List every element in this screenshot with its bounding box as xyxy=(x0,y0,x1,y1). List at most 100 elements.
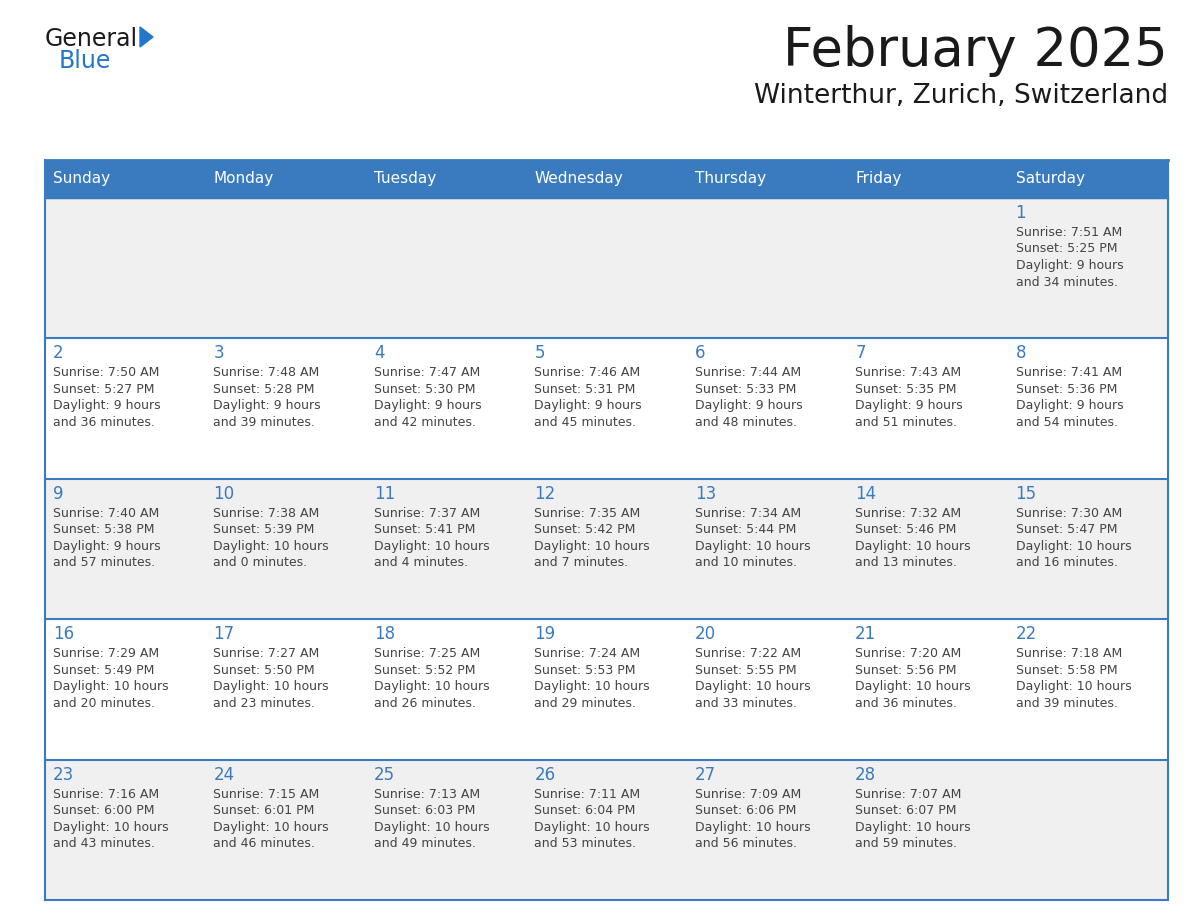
Text: Daylight: 10 hours: Daylight: 10 hours xyxy=(374,680,489,693)
Text: and 29 minutes.: and 29 minutes. xyxy=(535,697,636,710)
Bar xyxy=(847,479,1007,620)
Text: 27: 27 xyxy=(695,766,716,784)
Text: Sunrise: 7:29 AM: Sunrise: 7:29 AM xyxy=(53,647,159,660)
Text: Daylight: 10 hours: Daylight: 10 hours xyxy=(855,680,971,693)
Text: 28: 28 xyxy=(855,766,877,784)
Text: and 42 minutes.: and 42 minutes. xyxy=(374,416,475,429)
Bar xyxy=(526,620,687,759)
Text: 23: 23 xyxy=(53,766,74,784)
Bar xyxy=(45,160,206,198)
Text: 25: 25 xyxy=(374,766,394,784)
Text: Sunrise: 7:15 AM: Sunrise: 7:15 AM xyxy=(214,788,320,800)
Text: Daylight: 9 hours: Daylight: 9 hours xyxy=(1016,259,1123,272)
Text: 11: 11 xyxy=(374,485,396,503)
Text: Sunrise: 7:18 AM: Sunrise: 7:18 AM xyxy=(1016,647,1121,660)
Bar xyxy=(1007,198,1168,339)
Text: 20: 20 xyxy=(695,625,716,644)
Bar xyxy=(206,198,366,339)
Text: Sunset: 5:31 PM: Sunset: 5:31 PM xyxy=(535,383,636,396)
Bar xyxy=(1007,339,1168,479)
Text: Sunrise: 7:44 AM: Sunrise: 7:44 AM xyxy=(695,366,801,379)
Text: Daylight: 9 hours: Daylight: 9 hours xyxy=(53,399,160,412)
Text: Daylight: 10 hours: Daylight: 10 hours xyxy=(374,821,489,834)
Text: and 59 minutes.: and 59 minutes. xyxy=(855,837,958,850)
Text: Daylight: 9 hours: Daylight: 9 hours xyxy=(695,399,802,412)
Text: 8: 8 xyxy=(1016,344,1026,363)
Text: General: General xyxy=(45,27,138,51)
Text: 22: 22 xyxy=(1016,625,1037,644)
Text: Sunset: 5:44 PM: Sunset: 5:44 PM xyxy=(695,523,796,536)
Text: Sunrise: 7:32 AM: Sunrise: 7:32 AM xyxy=(855,507,961,520)
Text: Daylight: 10 hours: Daylight: 10 hours xyxy=(1016,540,1131,553)
Text: Sunrise: 7:47 AM: Sunrise: 7:47 AM xyxy=(374,366,480,379)
Text: Daylight: 10 hours: Daylight: 10 hours xyxy=(214,540,329,553)
Text: and 45 minutes.: and 45 minutes. xyxy=(535,416,637,429)
Text: Friday: Friday xyxy=(855,172,902,186)
Text: Blue: Blue xyxy=(59,49,112,73)
Text: Sunrise: 7:51 AM: Sunrise: 7:51 AM xyxy=(1016,226,1121,239)
Text: 12: 12 xyxy=(535,485,556,503)
Text: and 54 minutes.: and 54 minutes. xyxy=(1016,416,1118,429)
Text: Sunday: Sunday xyxy=(53,172,110,186)
Text: and 46 minutes.: and 46 minutes. xyxy=(214,837,315,850)
Bar xyxy=(526,198,687,339)
Text: 2: 2 xyxy=(53,344,64,363)
Text: Sunset: 6:07 PM: Sunset: 6:07 PM xyxy=(855,804,956,817)
Text: Sunset: 5:58 PM: Sunset: 5:58 PM xyxy=(1016,664,1117,677)
Bar xyxy=(45,479,206,620)
Bar xyxy=(847,160,1007,198)
Text: Sunrise: 7:25 AM: Sunrise: 7:25 AM xyxy=(374,647,480,660)
Bar xyxy=(526,339,687,479)
Text: and 23 minutes.: and 23 minutes. xyxy=(214,697,315,710)
Text: Daylight: 10 hours: Daylight: 10 hours xyxy=(53,821,169,834)
Text: Sunrise: 7:41 AM: Sunrise: 7:41 AM xyxy=(1016,366,1121,379)
Bar xyxy=(366,479,526,620)
Text: and 48 minutes.: and 48 minutes. xyxy=(695,416,797,429)
Text: Sunset: 6:04 PM: Sunset: 6:04 PM xyxy=(535,804,636,817)
Text: Sunrise: 7:24 AM: Sunrise: 7:24 AM xyxy=(535,647,640,660)
Bar xyxy=(1007,479,1168,620)
Bar xyxy=(206,160,366,198)
Text: 19: 19 xyxy=(535,625,556,644)
Text: and 20 minutes.: and 20 minutes. xyxy=(53,697,154,710)
Text: 3: 3 xyxy=(214,344,225,363)
Text: Sunset: 5:56 PM: Sunset: 5:56 PM xyxy=(855,664,956,677)
Text: Sunset: 5:49 PM: Sunset: 5:49 PM xyxy=(53,664,154,677)
Text: and 16 minutes.: and 16 minutes. xyxy=(1016,556,1118,569)
Text: Sunset: 5:36 PM: Sunset: 5:36 PM xyxy=(1016,383,1117,396)
Text: Sunrise: 7:35 AM: Sunrise: 7:35 AM xyxy=(535,507,640,520)
Text: 26: 26 xyxy=(535,766,556,784)
Bar xyxy=(366,620,526,759)
Text: 5: 5 xyxy=(535,344,545,363)
Bar xyxy=(366,160,526,198)
Text: Winterthur, Zurich, Switzerland: Winterthur, Zurich, Switzerland xyxy=(754,83,1168,109)
Text: Daylight: 10 hours: Daylight: 10 hours xyxy=(855,821,971,834)
Text: 15: 15 xyxy=(1016,485,1037,503)
Text: Daylight: 9 hours: Daylight: 9 hours xyxy=(374,399,481,412)
Bar xyxy=(45,759,206,900)
Text: Sunset: 6:06 PM: Sunset: 6:06 PM xyxy=(695,804,796,817)
Text: Sunset: 5:33 PM: Sunset: 5:33 PM xyxy=(695,383,796,396)
Text: and 56 minutes.: and 56 minutes. xyxy=(695,837,797,850)
Text: and 36 minutes.: and 36 minutes. xyxy=(53,416,154,429)
Text: Sunrise: 7:38 AM: Sunrise: 7:38 AM xyxy=(214,507,320,520)
Text: and 0 minutes.: and 0 minutes. xyxy=(214,556,308,569)
Text: Sunset: 5:47 PM: Sunset: 5:47 PM xyxy=(1016,523,1117,536)
Bar xyxy=(206,479,366,620)
Text: Daylight: 9 hours: Daylight: 9 hours xyxy=(855,399,962,412)
Text: Daylight: 10 hours: Daylight: 10 hours xyxy=(535,821,650,834)
Text: Daylight: 10 hours: Daylight: 10 hours xyxy=(695,540,810,553)
Text: Sunrise: 7:22 AM: Sunrise: 7:22 AM xyxy=(695,647,801,660)
Bar xyxy=(526,479,687,620)
Text: Sunrise: 7:43 AM: Sunrise: 7:43 AM xyxy=(855,366,961,379)
Text: 1: 1 xyxy=(1016,204,1026,222)
Bar xyxy=(206,620,366,759)
Text: and 39 minutes.: and 39 minutes. xyxy=(214,416,315,429)
Text: Sunrise: 7:30 AM: Sunrise: 7:30 AM xyxy=(1016,507,1121,520)
Bar xyxy=(206,759,366,900)
Text: Daylight: 10 hours: Daylight: 10 hours xyxy=(214,680,329,693)
Bar xyxy=(526,759,687,900)
Text: 14: 14 xyxy=(855,485,877,503)
Text: Sunrise: 7:46 AM: Sunrise: 7:46 AM xyxy=(535,366,640,379)
Text: Sunrise: 7:07 AM: Sunrise: 7:07 AM xyxy=(855,788,961,800)
